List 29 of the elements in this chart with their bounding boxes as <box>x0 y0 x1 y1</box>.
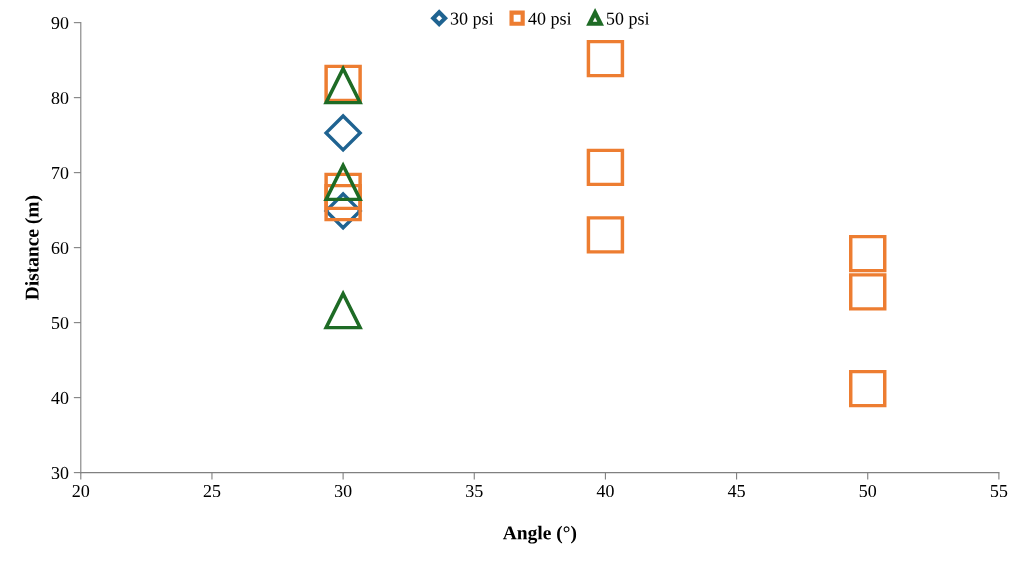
legend-label: 50 psi <box>606 12 650 29</box>
x-tick-label: 30 <box>334 484 352 498</box>
x-tick-label: 35 <box>466 484 483 498</box>
y-tick-label: 90 <box>51 16 69 30</box>
x-tick-label: 25 <box>203 484 221 498</box>
x-tick-label: 50 <box>859 484 877 498</box>
point <box>324 114 362 152</box>
x-tick-label: 20 <box>72 484 90 498</box>
point <box>586 148 625 187</box>
x-tick-label: 45 <box>727 485 745 498</box>
point <box>586 216 625 254</box>
y-tick-label: 30 <box>51 466 69 480</box>
y-axis-title: Distance (m) <box>24 195 43 300</box>
legend-label: 30 psi <box>450 12 494 29</box>
y-tick-label: 70 <box>52 166 69 180</box>
point <box>323 289 363 330</box>
x-axis-title: Angle (°) <box>502 525 577 544</box>
y-tick-label: 60 <box>51 241 69 255</box>
x-tick-label: 55 <box>990 485 1008 498</box>
y-tick-label: 50 <box>51 316 69 330</box>
legend-label: 40 psi <box>528 12 572 29</box>
point <box>323 161 363 202</box>
y-tick-label: 40 <box>51 391 69 405</box>
point <box>848 234 887 273</box>
point <box>848 273 887 311</box>
point <box>586 39 625 78</box>
x-tick-label: 40 <box>596 484 614 498</box>
point <box>848 369 887 408</box>
y-tick-label: 80 <box>51 91 69 105</box>
